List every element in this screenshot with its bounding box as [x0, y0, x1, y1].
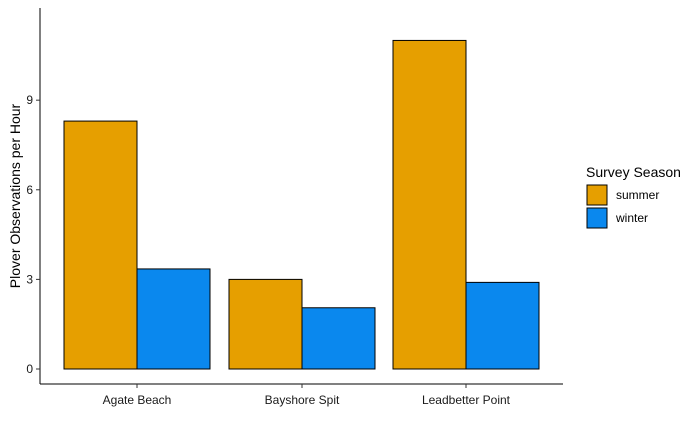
bar-winter-agate-beach	[136, 268, 211, 370]
x-tick-label: Leadbetter Point	[422, 393, 511, 407]
legend-key-summer	[586, 184, 608, 206]
bar-winter-bayshore-spit	[301, 307, 376, 370]
x-ticks: Agate Beach Bayshore Spit Leadbetter Point	[103, 384, 511, 407]
y-tick-label: 6	[26, 183, 33, 197]
bar-summer-bayshore-spit	[228, 278, 303, 370]
bar-summer-leadbetter-point	[392, 39, 467, 370]
legend-key-winter	[586, 207, 608, 229]
legend: Survey Season summer winter	[586, 164, 681, 229]
y-axis-title: Plover Observations per Hour	[7, 103, 23, 288]
legend-title: Survey Season	[586, 164, 681, 180]
y-tick-label: 3	[26, 272, 33, 286]
legend-label-summer: summer	[616, 188, 659, 202]
legend-items: summer winter	[586, 184, 659, 229]
bars-layer	[63, 39, 540, 370]
x-tick-label: Agate Beach	[103, 393, 172, 407]
x-tick-label: Bayshore Spit	[265, 393, 340, 407]
bar-summer-agate-beach	[63, 120, 138, 370]
y-ticks: 0 3 6 9	[26, 93, 40, 376]
y-tick-label: 0	[26, 362, 33, 376]
y-tick-label: 9	[26, 93, 33, 107]
bar-winter-leadbetter-point	[465, 281, 540, 370]
legend-label-winter: winter	[615, 211, 648, 225]
